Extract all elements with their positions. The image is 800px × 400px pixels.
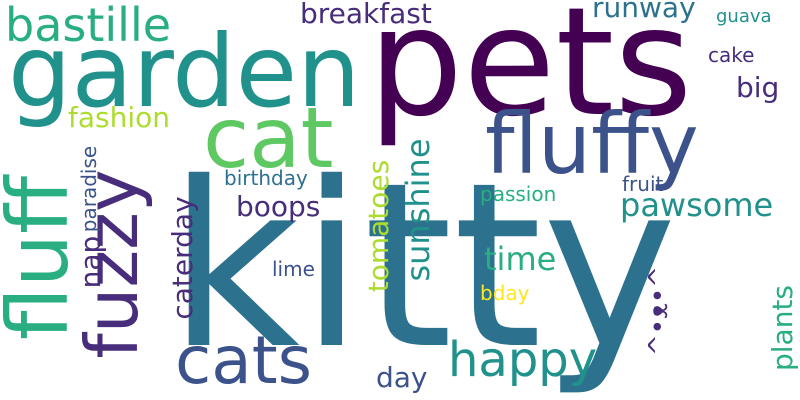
word-fluff: fluff	[0, 175, 87, 341]
word-plants: plants	[766, 284, 799, 372]
word-pets: pets	[368, 0, 693, 150]
word-fruit: fruit	[622, 172, 664, 196]
word-big: big	[736, 71, 780, 104]
word-bastille: bastille	[5, 0, 172, 52]
word-kitty: kitty	[168, 133, 678, 399]
word-boops: boops	[236, 190, 321, 223]
word-guava: guava	[716, 6, 772, 27]
word-garden: garden	[8, 13, 361, 130]
word-fashion: fashion	[68, 101, 171, 134]
word-bday: bday	[480, 281, 530, 305]
word-cats: cats	[175, 322, 312, 399]
word-birthday: birthday	[224, 166, 308, 190]
word-runway: runway	[592, 0, 696, 24]
word-lime: lime	[272, 257, 315, 281]
word-emoticon: ^•ᴥ•^	[644, 265, 674, 357]
word-cake: cake	[708, 43, 755, 67]
word-nap: nap	[74, 235, 107, 289]
word-happy: happy	[448, 332, 598, 388]
word-sunshine: sunshine	[399, 138, 437, 282]
word-breakfast: breakfast	[300, 0, 432, 30]
word-fluffy: fluffy	[485, 95, 699, 193]
word-cat: cat	[203, 89, 334, 187]
word-day: day	[376, 361, 428, 394]
word-tomatoes: tomatoes	[362, 159, 395, 293]
word-passion: passion	[480, 182, 557, 206]
word-time: time	[484, 240, 557, 278]
word-pawsome: pawsome	[620, 186, 774, 224]
word-caterday: caterday	[166, 196, 199, 320]
